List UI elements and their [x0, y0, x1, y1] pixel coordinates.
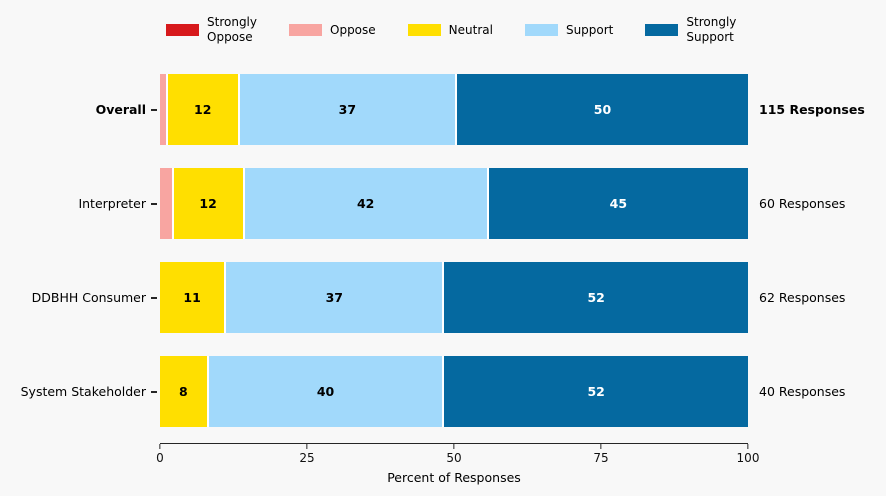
bar-segment-support: 40 [206, 356, 443, 427]
legend: Strongly Oppose Oppose Neutral Support Strong… [166, 10, 736, 50]
x-tick-mark [306, 444, 308, 450]
legend-label-strongly-support: Strongly Support [686, 15, 736, 45]
bar-value-label: 50 [593, 102, 612, 117]
bar-segment-strongly-support: 45 [486, 168, 749, 239]
responses-label: 40 Responses [759, 384, 846, 399]
bar-segment-strongly-support: 52 [442, 262, 748, 333]
legend-swatch-strongly-oppose [166, 24, 199, 36]
legend-label-line: Strongly [686, 15, 737, 29]
legend-label-line: Oppose [330, 22, 376, 37]
responses-label: 60 Responses [759, 196, 846, 211]
y-tick-mark [151, 109, 157, 111]
legend-label-oppose: Oppose [330, 23, 376, 38]
bar-segment-support: 37 [224, 262, 443, 333]
bar-value-label: 12 [199, 196, 217, 211]
bar-value-label: 40 [316, 384, 335, 399]
bar-segment-support: 42 [242, 168, 487, 239]
bar-value-label: 45 [609, 196, 628, 211]
x-tick-mark [600, 444, 602, 450]
bar-segment-neutral: 11 [160, 262, 225, 333]
bar-segment-neutral: 12 [165, 74, 238, 145]
row-label: Overall [95, 102, 146, 117]
x-tick-label: 0 [156, 451, 164, 465]
bar-segment-strongly-support: 52 [442, 356, 748, 427]
chart-row: Interpreter 12 42 45 60 Responses [0, 168, 886, 239]
legend-swatch-neutral [407, 24, 441, 36]
responses-label: 115 Responses [759, 102, 865, 117]
row-label: DDBHH Consumer [31, 290, 146, 305]
bar-segment-oppose [160, 168, 172, 239]
x-tick-label: 75 [593, 451, 609, 465]
x-axis-title: Percent of Responses [387, 470, 521, 485]
legend-item-oppose: Oppose [289, 23, 376, 38]
legend-swatch-support [524, 24, 558, 36]
legend-label-support: Support [566, 23, 613, 38]
x-tick-mark [453, 444, 455, 450]
bar-track: 11 37 52 [160, 262, 748, 333]
legend-label-line: Neutral [448, 22, 493, 37]
legend-swatch-oppose [289, 24, 322, 36]
bar-segment-support: 37 [237, 74, 455, 145]
chart-row: System Stakeholder 8 40 52 40 Responses [0, 356, 886, 427]
bar-value-label: 37 [325, 290, 343, 305]
bar-value-label: 52 [587, 384, 605, 399]
bar-track: 12 37 50 [160, 74, 748, 145]
x-axis-spine [160, 443, 748, 445]
y-tick-mark [151, 203, 157, 205]
row-label: Interpreter [78, 196, 146, 211]
y-tick-mark [151, 391, 157, 393]
legend-swatch-strongly-support [645, 24, 679, 36]
legend-label-strongly-oppose: Strongly Oppose [207, 15, 257, 45]
x-tick-mark [747, 444, 749, 450]
bar-track: 8 40 52 [160, 356, 748, 427]
bar-track: 12 42 45 [160, 168, 749, 239]
legend-label-line: Oppose [207, 30, 253, 44]
y-tick-mark [151, 297, 157, 299]
bar-segment-neutral: 8 [160, 356, 207, 427]
bar-segment-oppose [160, 74, 166, 145]
chart-row: DDBHH Consumer 11 37 52 62 Responses [0, 262, 886, 333]
bar-segment-strongly-support: 50 [455, 74, 748, 145]
x-tick-mark [159, 444, 161, 450]
bar-segment-neutral: 12 [171, 168, 243, 239]
legend-label-line: Support [565, 22, 614, 37]
bar-value-label: 37 [338, 102, 357, 117]
x-axis: 0 25 50 75 100 Percent of Responses [156, 443, 759, 496]
bar-value-label: 8 [179, 384, 188, 399]
chart-row: Overall 12 37 50 115 Responses [0, 74, 886, 145]
bar-value-label: 11 [183, 290, 201, 305]
x-tick-label: 100 [736, 451, 760, 465]
bar-value-label: 42 [356, 196, 375, 211]
bar-value-label: 52 [587, 290, 605, 305]
legend-label-line: Strongly [207, 15, 257, 29]
row-label: System Stakeholder [20, 384, 146, 399]
legend-label-line: Support [686, 30, 734, 44]
legend-item-strongly-oppose: Strongly Oppose [166, 15, 257, 45]
x-tick-label: 50 [446, 451, 462, 465]
legend-label-neutral: Neutral [449, 23, 493, 38]
responses-label: 62 Responses [759, 290, 846, 305]
legend-item-neutral: Neutral [407, 23, 493, 38]
x-tick-label: 25 [299, 451, 315, 465]
bar-value-label: 12 [194, 102, 212, 117]
legend-item-support: Support [524, 23, 613, 38]
legend-item-strongly-support: Strongly Support [645, 15, 736, 45]
